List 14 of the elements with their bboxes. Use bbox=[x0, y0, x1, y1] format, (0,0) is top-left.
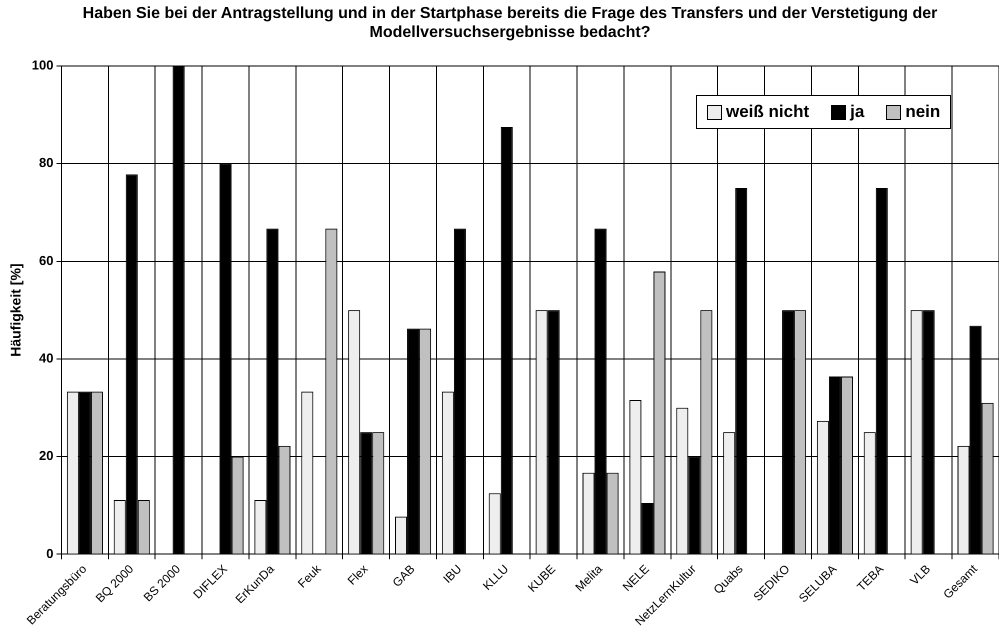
y-tick-label: 100 bbox=[32, 58, 54, 73]
y-tick-label: 20 bbox=[39, 448, 54, 464]
y-tick-label: 80 bbox=[39, 155, 54, 170]
legend-label: nein bbox=[905, 102, 940, 122]
legend-label: ja bbox=[850, 102, 864, 122]
y-tick-label: 40 bbox=[39, 350, 54, 366]
y-tick-label: 0 bbox=[46, 546, 54, 561]
y-tick-label: 60 bbox=[39, 252, 54, 268]
legend-label: weiß nicht bbox=[726, 102, 810, 122]
x-tick-label: VLB bbox=[907, 562, 934, 588]
chart-title: Haben Sie bei der Antragstellung und in der Startphase bereits die Frage des Transfers und der Verstetigung der Modellversuchsergebnisse bedacht? bbox=[82, 4, 938, 42]
y-axis-title: Häufigkeit [%] bbox=[7, 263, 24, 357]
x-tick-label: IBU bbox=[440, 562, 464, 586]
x-tick-label: Flex bbox=[344, 562, 371, 588]
